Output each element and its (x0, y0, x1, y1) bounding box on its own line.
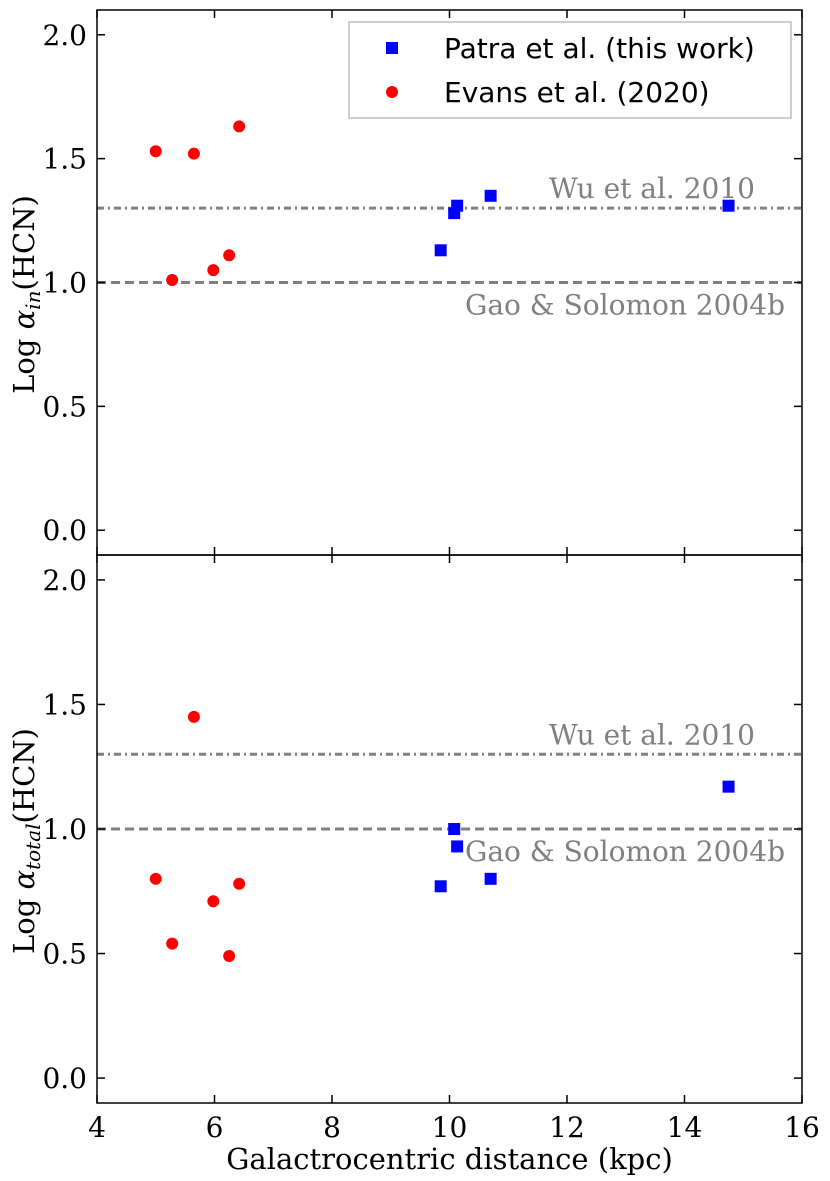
legend-marker-evans (386, 86, 398, 98)
bottom-ylabel-symbol: α (7, 870, 41, 890)
legend: Patra et al. (this work) Evans et al. (20… (348, 21, 792, 119)
top-ytick-label-1: 0.5 (42, 390, 87, 423)
bottom-point-evans-0 (149, 872, 162, 885)
bottom-point-patra-2 (451, 840, 464, 853)
bottom-xtick-label-6: 16 (784, 1111, 820, 1144)
bottom-point-evans-1 (166, 937, 179, 950)
reference-label-wu-2010: Wu et al. 2010 (549, 718, 755, 751)
top-ylabel-subscript: in (21, 291, 45, 310)
bottom-xtick-label-2: 8 (323, 1111, 341, 1144)
legend-marker-patra (386, 42, 398, 54)
bottom-ytick-label-0: 0.0 (42, 1062, 87, 1095)
top-ytick-label-3: 1.5 (42, 143, 87, 176)
bottom-xtick-label-1: 6 (206, 1111, 224, 1144)
top-ylabel-symbol: α (7, 310, 41, 330)
bottom-ylabel-prefix: Log (7, 890, 41, 955)
top-point-evans-4 (223, 249, 236, 262)
bottom-point-evans-5 (233, 877, 246, 890)
top-ylabel-prefix: Log (7, 329, 41, 394)
top-point-evans-0 (149, 145, 162, 158)
bottom-point-patra-3 (484, 872, 497, 885)
top-point-evans-2 (187, 147, 200, 160)
bottom-point-patra-0 (434, 880, 447, 893)
bottom-xtick-label-5: 14 (667, 1111, 703, 1144)
top-point-evans-5 (233, 120, 246, 133)
bottom-ylabel: Log αtotal(HCN) (7, 728, 45, 954)
top-panel: Wu et al. 2010 Gao & Solomon 2004b 0.0 0.5 1… (7, 9, 803, 556)
reference-label-wu-2010: Wu et al. 2010 (549, 172, 755, 205)
bottom-ylabel-suffix: (HCN) (7, 728, 41, 823)
bottom-panel: Wu et al. 2010 Gao & Solomon 2004b 0.0 0.5 1… (7, 554, 820, 1176)
bottom-point-evans-2 (187, 710, 200, 723)
reference-label-gao-solomon-2004b: Gao & Solomon 2004b (465, 289, 785, 322)
top-point-evans-1 (166, 274, 179, 287)
bottom-xlabel: Galactrocentric distance (kpc) (226, 1142, 673, 1176)
top-point-patra-2 (451, 199, 464, 212)
bottom-point-patra-1 (448, 823, 461, 835)
bottom-xtick-label-3: 10 (432, 1111, 468, 1144)
bottom-point-evans-4 (223, 950, 236, 963)
bottom-xtick-label-0: 4 (88, 1111, 106, 1144)
top-ytick-label-0: 0.0 (42, 514, 87, 547)
top-point-patra-0 (434, 244, 447, 257)
top-point-evans-3 (207, 264, 220, 277)
legend-box (348, 21, 792, 119)
bottom-ytick-label-4: 2.0 (42, 564, 87, 597)
bottom-ylabel-subscript: total (21, 823, 45, 869)
bottom-point-evans-3 (207, 895, 220, 908)
legend-label-patra: Patra et al. (this work) (444, 32, 755, 65)
top-ytick-label-4: 2.0 (42, 19, 87, 52)
top-ylabel: Log αin(HCN) (7, 195, 45, 394)
bottom-ytick-label-2: 1.0 (42, 813, 87, 846)
bottom-ytick-label-3: 1.5 (42, 688, 87, 721)
top-point-patra-3 (484, 189, 497, 202)
legend-label-evans: Evans et al. (2020) (444, 76, 710, 109)
bottom-xtick-label-4: 12 (549, 1111, 585, 1144)
top-point-patra-4 (722, 199, 735, 212)
top-ytick-label-2: 1.0 (42, 267, 87, 300)
bottom-point-patra-4 (722, 780, 735, 793)
top-ylabel-suffix: (HCN) (7, 195, 41, 290)
reference-label-gao-solomon-2004b: Gao & Solomon 2004b (465, 835, 785, 868)
bottom-ytick-label-1: 0.5 (42, 938, 87, 971)
